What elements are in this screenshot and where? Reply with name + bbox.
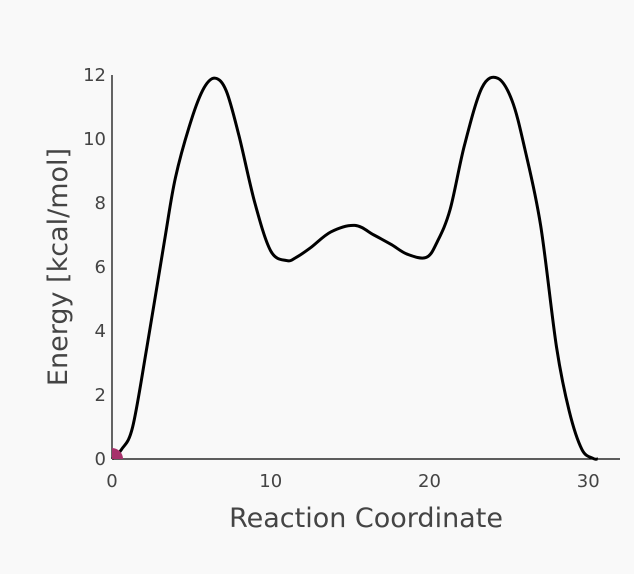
series-group <box>110 75 598 461</box>
y-tick-label: 0 <box>95 449 106 470</box>
x-tick-label: 20 <box>418 471 441 492</box>
x-tick-label: 0 <box>106 471 117 492</box>
y-tick-label: 6 <box>95 257 106 278</box>
y-tick-label: 8 <box>95 193 106 214</box>
x-tick-label: 10 <box>259 471 282 492</box>
x-tick-label: 30 <box>577 471 600 492</box>
current-position-marker <box>112 448 123 459</box>
y-axis-label: Energy [kcal/mol] <box>43 148 74 386</box>
energy-curve <box>110 75 598 461</box>
y-tick-label: 12 <box>83 65 106 86</box>
x-tick-labels: 0 10 20 30 <box>106 471 599 492</box>
x-axis-label: Reaction Coordinate <box>229 503 503 534</box>
y-tick-labels: 0 2 4 6 8 10 12 <box>83 65 106 470</box>
axes <box>111 75 620 460</box>
y-tick-label: 10 <box>83 129 106 150</box>
y-tick-label: 2 <box>95 385 106 406</box>
y-tick-label: 4 <box>95 321 106 342</box>
